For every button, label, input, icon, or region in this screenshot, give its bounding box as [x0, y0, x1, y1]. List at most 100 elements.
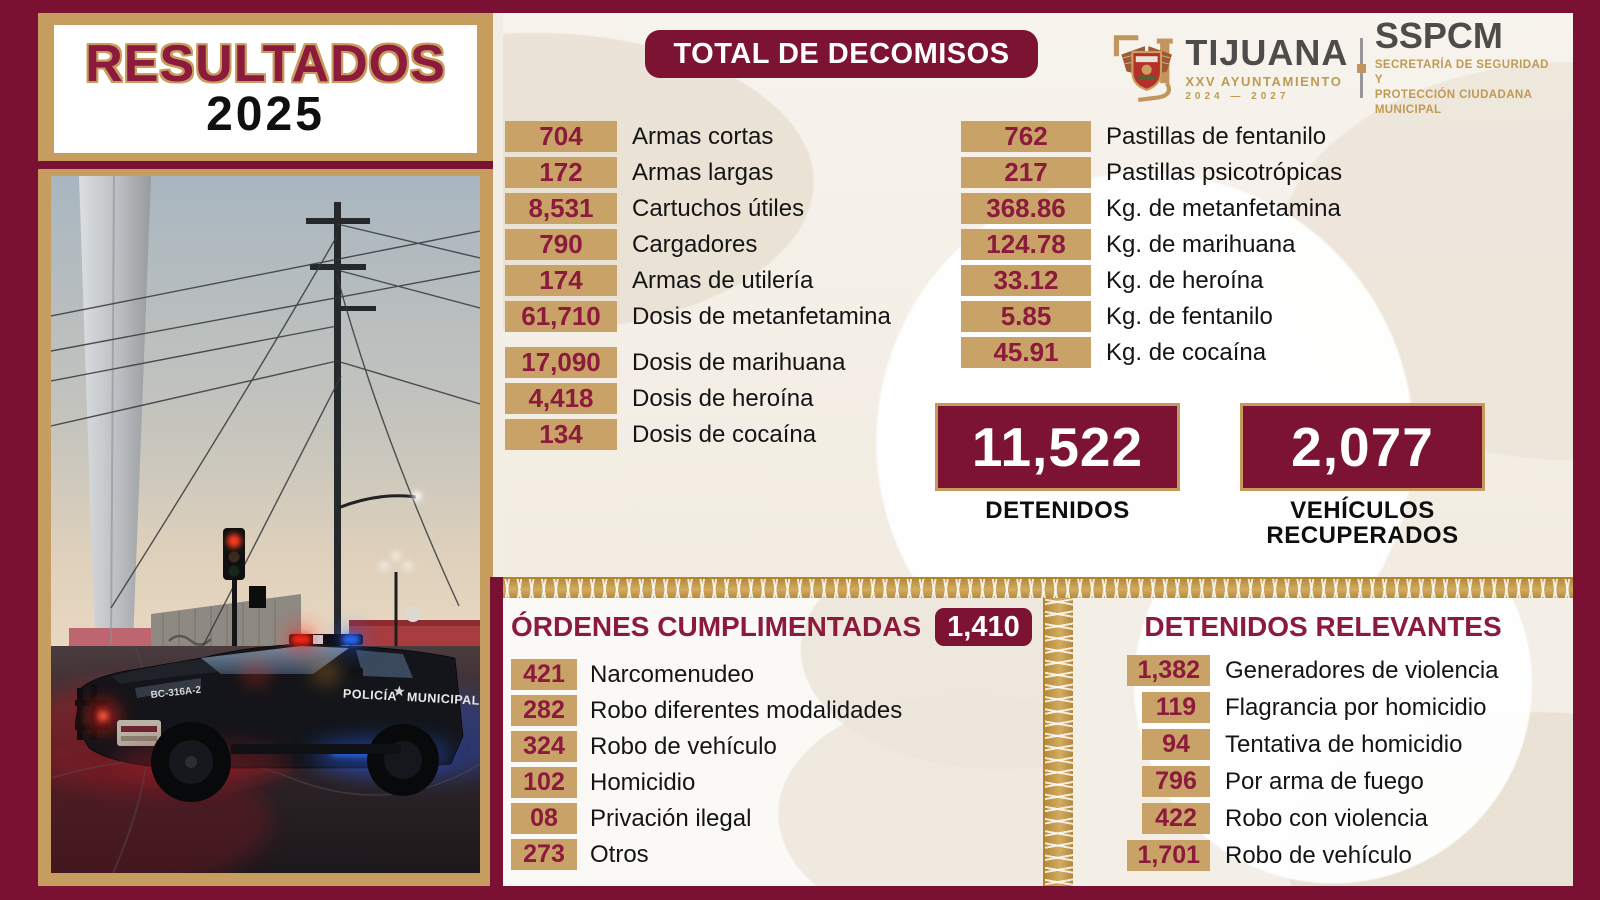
logo-agency-name: SECRETARÍA DE SEGURIDAD Y PROTECCIÓN CIU…	[1374, 59, 1549, 116]
title-panel: RESULTADOS 2025	[54, 25, 477, 153]
stat-value-chip: 1,382	[1127, 655, 1210, 686]
stat-value-chip: 172	[505, 157, 617, 188]
total-detenidos-value: 11,522	[935, 403, 1180, 491]
police-car: POLICÍA MUNICIPAL BC-316A-2	[74, 627, 480, 802]
stat-row: 704 Armas cortas	[505, 121, 891, 152]
stat-row: 368.86 Kg. de metanfetamina	[961, 193, 1342, 224]
stat-value-chip: 124.78	[961, 229, 1091, 260]
stat-chip-box: 796	[1098, 766, 1210, 797]
stat-label: Por arma de fuego	[1225, 767, 1424, 795]
pedestrian-signal	[249, 586, 266, 608]
ordenes-section: ÓRDENES CUMPLIMENTADAS 1,410 421 Narcome…	[503, 598, 1043, 886]
stat-label: Kg. de cocaína	[1106, 338, 1267, 366]
stat-label: Tentativa de homicidio	[1225, 730, 1463, 758]
power-lines	[51, 223, 480, 647]
stat-value-chip: 796	[1142, 766, 1210, 797]
stat-row: 94 Tentativa de homicidio	[1073, 729, 1573, 760]
car-text-municipal: MUNICIPAL	[407, 690, 480, 708]
stat-row: 4,418 Dosis de heroína	[505, 383, 891, 414]
stat-value-chip: 324	[511, 731, 577, 762]
logo-city-name: TIJUANA	[1185, 31, 1349, 73]
stat-label: Flagrancia por homicidio	[1225, 693, 1487, 721]
stat-row: 172 Armas largas	[505, 157, 891, 188]
stat-label: Dosis de metanfetamina	[632, 302, 891, 330]
police-car-photo-art: POLICÍA MUNICIPAL BC-316A-2	[51, 176, 480, 873]
car-text-policia: POLICÍA	[343, 686, 398, 704]
stat-label: Robo de vehículo	[1225, 841, 1412, 869]
stat-row: 217 Pastillas psicotrópicas	[961, 157, 1342, 188]
gold-braid-vertical	[1043, 598, 1077, 886]
stat-label: Kg. de heroína	[1106, 266, 1264, 294]
stat-row: 422 Robo con violencia	[1073, 803, 1573, 834]
dash-light	[318, 664, 334, 680]
stat-label: Otros	[590, 840, 649, 868]
logo-divider	[1356, 38, 1368, 98]
logo-city-block: TIJUANA XXV AYUNTAMIENTO 2024 — 2027	[1185, 31, 1349, 102]
headlight	[135, 678, 201, 698]
stat-value-chip: 08	[511, 803, 577, 834]
car-unit-code: BC-316A-2	[150, 685, 202, 701]
stat-row: 5.85 Kg. de fentanilo	[961, 301, 1342, 332]
stat-row: 102 Homicidio	[511, 767, 1043, 798]
stat-row: 124.78 Kg. de marihuana	[961, 229, 1342, 260]
stat-value-chip: 17,090	[505, 347, 617, 378]
stat-chip-box: 422	[1098, 803, 1210, 834]
stat-row: 08 Privación ilegal	[511, 803, 1043, 834]
stat-value-chip: 33.12	[961, 265, 1091, 296]
stat-chip-box: 94	[1098, 729, 1210, 760]
logo-years: 2024 — 2027	[1185, 90, 1290, 102]
stat-label: Pastillas psicotrópicas	[1106, 158, 1343, 186]
stat-label: Dosis de marihuana	[632, 348, 846, 376]
corrugated-wall	[151, 594, 301, 663]
stat-row: 1,382 Generadores de violencia	[1073, 655, 1573, 686]
total-detenidos-label: DETENIDOS	[985, 497, 1130, 524]
water-tank	[405, 606, 421, 622]
stat-row: 421 Narcomenudeo	[511, 659, 1043, 690]
stat-row: 17,090 Dosis de marihuana	[505, 347, 891, 378]
stat-label: Kg. de fentanilo	[1106, 302, 1273, 330]
stat-label: Homicidio	[590, 768, 696, 796]
ordenes-total-badge: 1,410	[935, 608, 1032, 646]
stat-value-chip: 102	[511, 767, 577, 798]
stat-label: Kg. de metanfetamina	[1106, 194, 1341, 222]
stat-row: 45.91 Kg. de cocaína	[961, 337, 1342, 368]
maroon-divider-strip	[490, 577, 503, 886]
logo-agency-acronym: SSPCM	[1374, 15, 1503, 57]
stat-label: Generadores de violencia	[1225, 656, 1499, 684]
power-pole	[334, 202, 341, 650]
logo-agency-block: SSPCM SECRETARÍA DE SEGURIDAD Y PROTECCI…	[1375, 18, 1558, 118]
stat-value-chip: 94	[1142, 729, 1210, 760]
street-lamp-arm	[337, 494, 417, 510]
stat-label: Kg. de marihuana	[1106, 230, 1296, 258]
stat-label: Dosis de heroína	[632, 384, 814, 412]
stat-value-chip: 45.91	[961, 337, 1091, 368]
stat-row: 1,701 Robo de vehículo	[1073, 840, 1573, 871]
stat-value-chip: 282	[511, 695, 577, 726]
ordenes-title: ÓRDENES CUMPLIMENTADAS	[511, 611, 922, 642]
stat-label: Narcomenudeo	[590, 660, 755, 688]
stat-value-chip: 422	[1142, 803, 1210, 834]
stat-label: Robo de vehículo	[590, 732, 777, 760]
stat-row: 119 Flagrancia por homicidio	[1073, 692, 1573, 723]
stat-row: 324 Robo de vehículo	[511, 731, 1043, 762]
stat-value-chip: 119	[1142, 692, 1210, 723]
stat-row: 174 Armas de utilería	[505, 265, 891, 296]
stat-value-chip: 421	[511, 659, 577, 690]
stat-label: Armas cortas	[632, 122, 774, 150]
stat-label: Robo diferentes modalidades	[590, 696, 903, 724]
stat-label: Dosis de cocaína	[632, 420, 817, 448]
relevantes-list: 1,382 Generadores de violencia 119 Flagr…	[1073, 655, 1573, 871]
stat-chip-box: 119	[1098, 692, 1210, 723]
relevantes-section: DETENIDOS RELEVANTES 1,382 Generadores d…	[1073, 598, 1573, 886]
street-lamp-light	[412, 491, 422, 501]
left-column: RESULTADOS 2025	[38, 13, 493, 886]
content-area: RESULTADOS 2025	[38, 13, 1573, 886]
side-mirror	[347, 668, 363, 677]
monument-tower	[79, 176, 151, 644]
stat-value-chip: 5.85	[961, 301, 1091, 332]
stat-row: 8,531 Cartuchos útiles	[505, 193, 891, 224]
stat-value-chip: 174	[505, 265, 617, 296]
stat-value-chip: 134	[505, 419, 617, 450]
relevantes-title: DETENIDOS RELEVANTES	[1144, 611, 1502, 642]
